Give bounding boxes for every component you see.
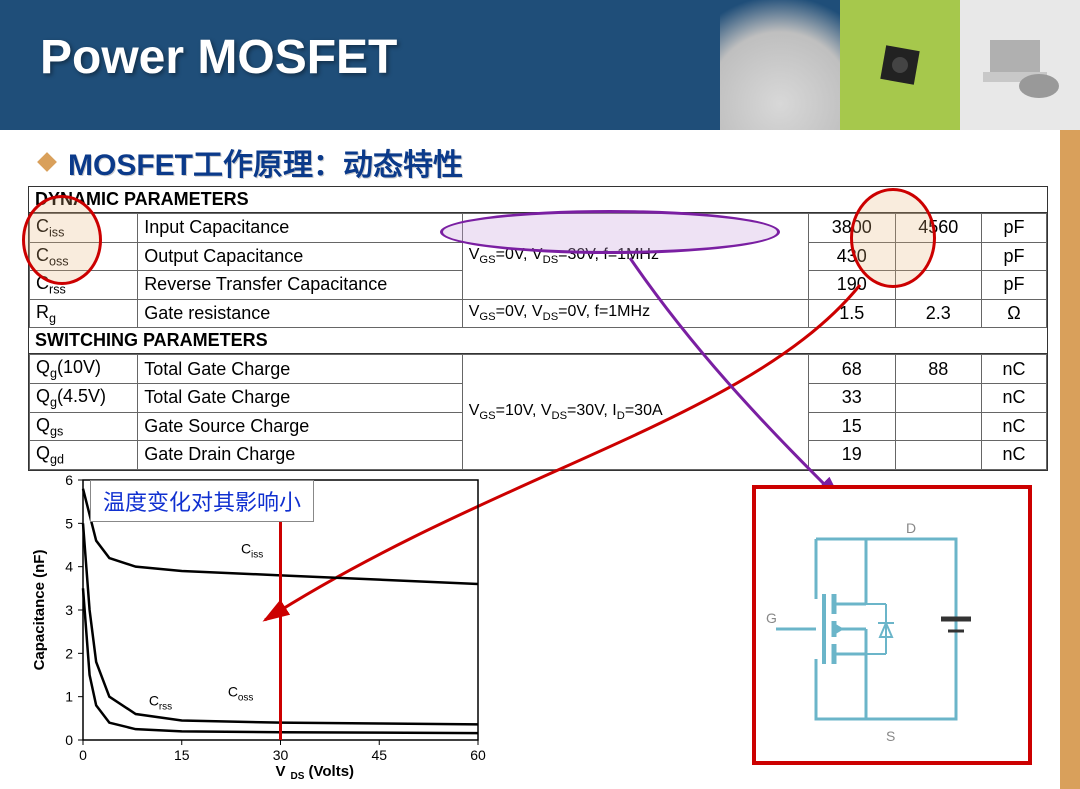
svg-text:0: 0 [65,732,73,748]
cell-description: Total Gate Charge [138,383,463,412]
cell-description: Gate resistance [138,299,463,328]
cell-conditions: VGS=0V, VDS=0V, f=1MHz [462,299,808,328]
svg-text:4: 4 [65,559,73,575]
cell-unit: nC [982,383,1047,412]
svg-text:3: 3 [65,602,73,618]
cell-max [895,383,982,412]
cell-unit: nC [982,355,1047,384]
cell-description: Output Capacitance [138,242,463,271]
svg-text:5: 5 [65,515,73,531]
cell-description: Input Capacitance [138,214,463,243]
section-heading-switching: SWITCHING PARAMETERS [29,328,1047,354]
mosfet-schematic: D G S [752,485,1032,765]
cell-max: 2.3 [895,299,982,328]
svg-text:15: 15 [174,747,190,763]
cell-typ: 68 [808,355,895,384]
svg-text:D: D [906,520,916,536]
cell-max [895,412,982,441]
cell-typ: 190 [808,271,895,300]
svg-text:S: S [886,728,895,744]
cell-symbol: Qgd [30,441,138,470]
svg-text:C: C [149,692,159,708]
svg-text:C: C [241,541,251,557]
svg-text:Capacitance (nF): Capacitance (nF) [31,550,48,671]
parameters-table: DYNAMIC PARAMETERS CissInput Capacitance… [28,186,1048,471]
cell-max: 88 [895,355,982,384]
header-thumbnails [720,0,1080,130]
cell-symbol: Ciss [30,214,138,243]
chart-note: 温度变化对其影响小 [90,480,314,522]
cell-typ: 19 [808,441,895,470]
svg-text:45: 45 [371,747,387,763]
subtitle-row: MOSFET工作原理：动态特性 [40,140,1040,184]
cell-typ: 33 [808,383,895,412]
svg-text:1: 1 [65,689,73,705]
side-strip [1060,130,1080,789]
page-title: Power MOSFET [40,30,397,85]
cell-max: 4560 [895,214,982,243]
cell-typ: 3800 [808,214,895,243]
cell-symbol: Qg(10V) [30,355,138,384]
cell-unit: pF [982,214,1047,243]
table-row: CissInput CapacitanceVGS=0V, VDS=30V, f=… [30,214,1047,243]
svg-text:2: 2 [65,645,73,661]
cell-symbol: Crss [30,271,138,300]
svg-text:6: 6 [65,472,73,488]
switching-params-table: Qg(10V)Total Gate ChargeVGS=10V, VDS=30V… [29,354,1047,469]
dynamic-params-table: CissInput CapacitanceVGS=0V, VDS=30V, f=… [29,213,1047,328]
cell-symbol: Qgs [30,412,138,441]
cell-typ: 430 [808,242,895,271]
svg-text:DS: DS [291,771,305,780]
svg-text:(Volts): (Volts) [309,763,355,780]
svg-text:0: 0 [79,747,87,763]
bullet-diamond-icon [37,152,57,172]
cell-unit: Ω [982,299,1047,328]
svg-text:oss: oss [238,693,254,704]
cell-conditions: VGS=0V, VDS=30V, f=1MHz [462,214,808,300]
cell-symbol: Rg [30,299,138,328]
cell-unit: nC [982,441,1047,470]
cell-description: Total Gate Charge [138,355,463,384]
cell-max [895,441,982,470]
cell-unit: pF [982,242,1047,271]
cell-unit: nC [982,412,1047,441]
cell-description: Gate Source Charge [138,412,463,441]
svg-text:G: G [766,610,777,626]
section-heading-dynamic: DYNAMIC PARAMETERS [29,187,1047,213]
cell-max [895,242,982,271]
svg-text:iss: iss [251,550,263,561]
thumb-laptop-icon [960,0,1080,130]
cell-symbol: Coss [30,242,138,271]
cell-symbol: Qg(4.5V) [30,383,138,412]
table-row: RgGate resistanceVGS=0V, VDS=0V, f=1MHz1… [30,299,1047,328]
cell-description: Reverse Transfer Capacitance [138,271,463,300]
svg-text:V: V [275,763,285,780]
svg-text:30: 30 [273,747,289,763]
cell-conditions: VGS=10V, VDS=30V, ID=30A [462,355,808,469]
subtitle: MOSFET工作原理：动态特性 [68,140,463,184]
thumb-wafer-icon [720,0,840,130]
cell-typ: 1.5 [808,299,895,328]
table-row: Qg(10V)Total Gate ChargeVGS=10V, VDS=30V… [30,355,1047,384]
svg-text:60: 60 [470,747,486,763]
svg-text:rss: rss [159,701,172,712]
cell-typ: 15 [808,412,895,441]
cell-max [895,271,982,300]
cell-description: Gate Drain Charge [138,441,463,470]
svg-text:C: C [228,684,238,700]
thumb-chip-icon [840,0,960,130]
cell-unit: pF [982,271,1047,300]
